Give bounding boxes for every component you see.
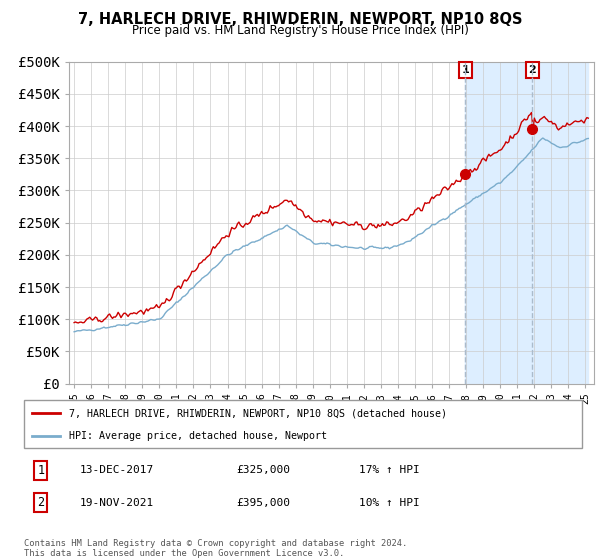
Bar [466,62,589,384]
Text: 10% ↑ HPI: 10% ↑ HPI [359,498,419,508]
Text: 1: 1 [37,464,44,477]
Text: Contains HM Land Registry data © Crown copyright and database right 2024.
This d: Contains HM Land Registry data © Crown c… [24,539,407,558]
Text: £395,000: £395,000 [236,498,290,508]
Text: 7, HARLECH DRIVE, RHIWDERIN, NEWPORT, NP10 8QS (detached house): 7, HARLECH DRIVE, RHIWDERIN, NEWPORT, NP… [68,408,446,418]
Text: 7, HARLECH DRIVE, RHIWDERIN, NEWPORT, NP10 8QS: 7, HARLECH DRIVE, RHIWDERIN, NEWPORT, NP… [78,12,522,27]
Text: 17% ↑ HPI: 17% ↑ HPI [359,465,419,475]
Text: 2: 2 [37,496,44,509]
Text: £325,000: £325,000 [236,465,290,475]
Text: 2: 2 [529,65,536,75]
Text: 13-DEC-2017: 13-DEC-2017 [80,465,154,475]
Text: HPI: Average price, detached house, Newport: HPI: Average price, detached house, Newp… [68,431,326,441]
Text: Price paid vs. HM Land Registry's House Price Index (HPI): Price paid vs. HM Land Registry's House … [131,24,469,37]
Text: 1: 1 [461,65,469,75]
Text: 19-NOV-2021: 19-NOV-2021 [80,498,154,508]
FancyBboxPatch shape [24,400,582,448]
